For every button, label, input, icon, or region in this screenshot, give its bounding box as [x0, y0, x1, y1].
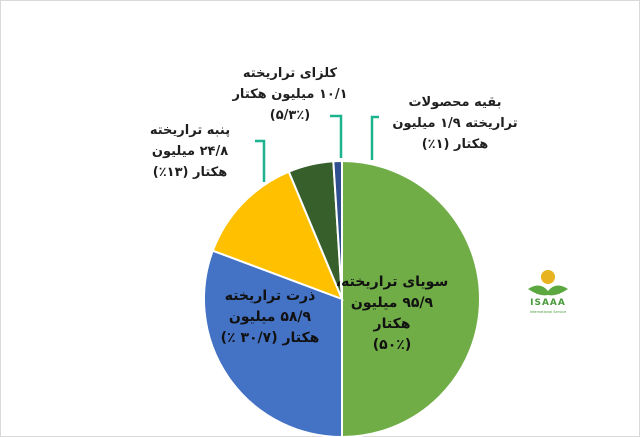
slice-label-line: ۱۰/۱ میلیون هکتار [231, 87, 347, 102]
slice-label-line: ۵۸/۹ میلیون [229, 309, 312, 325]
logo-sun-icon [541, 270, 555, 284]
slice-label-4: کلزای تراریخته ۱۰/۱ میلیون هکتار (۵/۳٪) [231, 66, 347, 123]
slice-label-line: تراریخته ۱/۹ میلیون [392, 116, 517, 131]
logo-leaf-icon [528, 285, 568, 296]
pie-slice-1 [341, 159, 481, 437]
isaaa-logo: ISAAA International Service [528, 270, 568, 314]
slice-label-5: بقیه محصولات تراریخته ۱/۹ میلیون هکتار (۱٪… [392, 95, 517, 152]
slice-labels: سویای تراریخته، ۹۵/۹ میلیون هکتار (۵۰٪) ذرت … [150, 66, 518, 353]
leader-line-5 [370, 115, 379, 160]
pie-slice-2 [203, 249, 343, 437]
slice-label-line: (۵/۳٪) [270, 108, 310, 123]
slice-label-line: ۲۴/۸ میلیون [152, 144, 228, 159]
slice-label-line: سویای تراریخته، [336, 274, 448, 290]
leader-lines [255, 114, 379, 182]
slice-label-3: پنبه تراریخته ۲۴/۸ میلیون هکتار (۱۳٪) [150, 123, 230, 180]
pie-slice-5 [332, 159, 343, 300]
slice-label-line: هکتار [373, 316, 411, 332]
logo-subtitle: International Service [530, 310, 566, 314]
pie-slice-3 [211, 170, 344, 301]
slice-label-line: بقیه محصولات [408, 95, 501, 110]
slice-label-2: ذرت تراریخته ۵۸/۹ میلیون هکتار (۳۰/۷ ٪) [221, 288, 320, 346]
logo-text: ISAAA [530, 298, 566, 308]
leader-line-4 [330, 114, 343, 158]
leader-line-3 [255, 139, 266, 182]
slice-label-line: هکتار (۳۰/۷ ٪) [221, 330, 320, 346]
slice-label-line: هکتار (۱۳٪) [153, 165, 227, 180]
slice-label-line: ذرت تراریخته [225, 288, 316, 304]
pie-slices [203, 159, 481, 437]
slice-label-1: سویای تراریخته، ۹۵/۹ میلیون هکتار (۵۰٪) [336, 274, 448, 353]
slice-label-line: (۵۰٪) [373, 337, 411, 353]
slice-label-line: کلزای تراریخته [243, 66, 338, 81]
slice-label-line: هکتار (۱٪) [422, 137, 489, 152]
slice-label-line: پنبه تراریخته [150, 123, 230, 138]
slice-label-line: ۹۵/۹ میلیون [351, 295, 434, 311]
